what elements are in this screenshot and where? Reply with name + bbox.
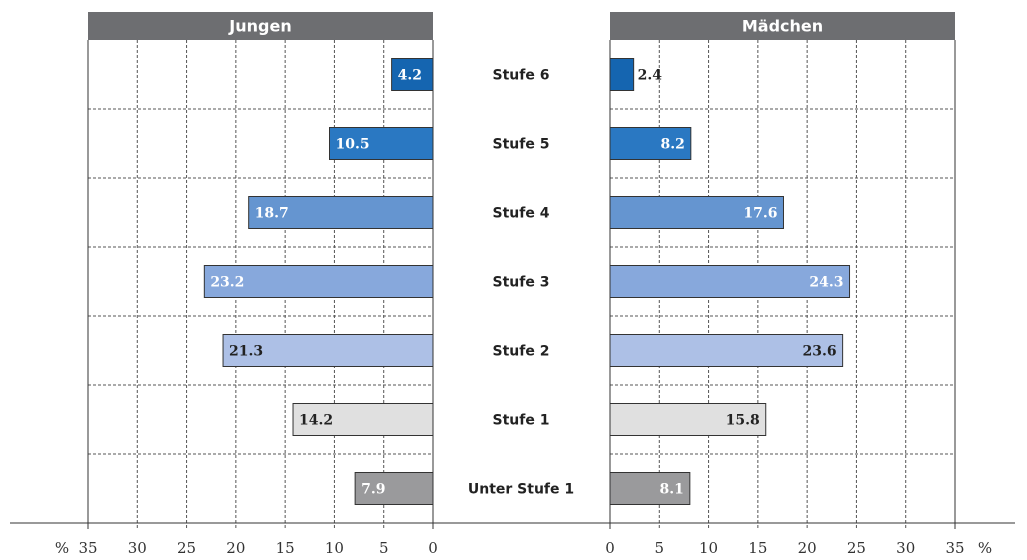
value-label: 7.9: [361, 482, 385, 498]
x-tick-label: 35: [78, 539, 97, 557]
bar: [203, 265, 434, 298]
value-label: 21.3: [229, 344, 263, 360]
bar: [609, 403, 767, 436]
category-label: Stufe 5: [493, 137, 550, 153]
value-label: 23.6: [803, 344, 837, 360]
x-tick-label: 30: [128, 539, 147, 557]
value-label: 14.2: [299, 413, 333, 429]
panel-header: [610, 12, 955, 40]
bar: [609, 265, 851, 298]
panel-title: Mädchen: [742, 17, 823, 36]
category-label: Stufe 2: [493, 344, 550, 360]
bar: [391, 58, 434, 91]
bar: [609, 472, 691, 505]
x-tick-label: 15: [276, 539, 295, 557]
panel-header: [88, 12, 433, 40]
value-label: 2.4: [638, 68, 663, 84]
bar: [329, 127, 434, 160]
category-label: Stufe 3: [493, 275, 550, 291]
bar: [609, 127, 692, 160]
x-tick-label: 5: [379, 539, 389, 557]
x-tick-label: 20: [226, 539, 245, 557]
bar: [292, 403, 434, 436]
x-tick-label: 10: [699, 539, 718, 557]
category-label: Unter Stufe 1: [468, 482, 574, 498]
x-tick-label: 10: [325, 539, 344, 557]
x-unit: %: [978, 539, 992, 557]
category-label: Stufe 4: [493, 206, 550, 222]
value-label: 15.8: [726, 413, 760, 429]
value-label: 4.2: [398, 68, 422, 84]
bar: [609, 334, 844, 367]
x-tick-label: 25: [847, 539, 866, 557]
x-tick-label: 15: [748, 539, 767, 557]
x-unit: %: [55, 539, 69, 557]
x-tick-label: 0: [605, 539, 615, 557]
bar: [609, 58, 635, 91]
x-tick-label: 5: [655, 539, 665, 557]
value-label: 8.1: [659, 482, 683, 498]
bar: [222, 334, 434, 367]
bar: [248, 196, 434, 229]
value-label: 24.3: [809, 275, 843, 291]
x-tick-label: 20: [798, 539, 817, 557]
category-label: Stufe 6: [493, 68, 550, 84]
value-label: 10.5: [336, 137, 370, 153]
bar: [354, 472, 434, 505]
value-label: 23.2: [210, 275, 244, 291]
x-tick-label: 35: [945, 539, 964, 557]
value-label: 17.6: [743, 206, 777, 222]
value-label: 18.7: [255, 206, 289, 222]
panel-title: Jungen: [228, 17, 291, 36]
x-tick-label: 30: [896, 539, 915, 557]
value-label: 8.2: [660, 137, 684, 153]
category-label: Stufe 1: [493, 413, 550, 429]
x-tick-label: 25: [177, 539, 196, 557]
bar: [609, 196, 784, 229]
x-tick-label: 0: [428, 539, 438, 557]
